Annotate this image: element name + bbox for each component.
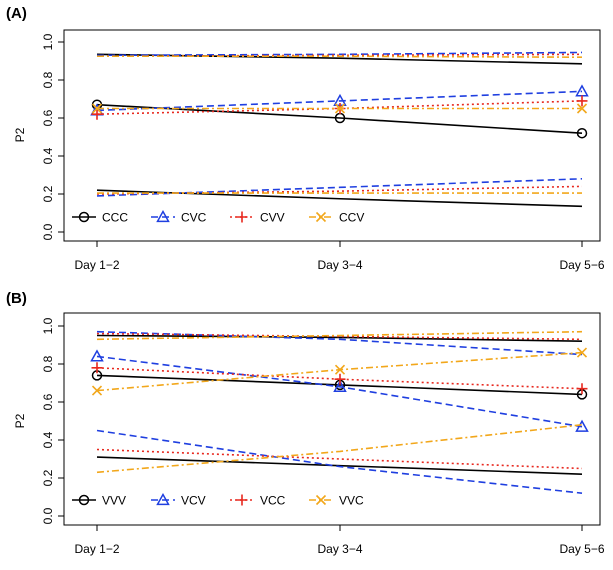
series-line-lower (96, 456, 583, 475)
data-point (575, 84, 589, 97)
series-line-values (96, 355, 583, 428)
series-vvv (91, 334, 588, 475)
data-point (90, 349, 104, 362)
series-vvc (91, 330, 588, 474)
legend-marker (78, 211, 90, 223)
y-tick-label: 0.0 (41, 507, 55, 524)
series-line-upper (96, 334, 583, 342)
legend-label: VVV (102, 494, 126, 508)
series-line-values (96, 100, 583, 115)
series-line-upper (96, 51, 583, 57)
legend-marker (156, 209, 170, 223)
legend-label: CCV (339, 211, 364, 225)
chart-panel-b: (B) 0.0 0.2 0.4 0.6 0.8 1.0 P2 Day 1−2 Day 3−4 Day… (6, 290, 605, 556)
series-line-lower (96, 424, 583, 474)
legend: VVV VCV VCC VVC (72, 492, 364, 508)
legend-label: CVV (260, 211, 285, 225)
series-line-upper (96, 332, 583, 341)
x-tick-label: Day 1−2 (74, 258, 119, 272)
series-vcc (91, 332, 588, 470)
y-tick-label: 0.4 (41, 147, 55, 164)
series-cvc (90, 51, 589, 197)
plot-frame (63, 29, 601, 242)
series-vcv (90, 330, 589, 494)
y-tick-label: 0.8 (41, 355, 55, 372)
legend-marker (315, 211, 327, 223)
series-ccc (91, 53, 588, 208)
data-point (334, 364, 346, 375)
legend-item: CVC (151, 209, 207, 225)
legend-item: VCV (151, 492, 206, 508)
data-point (334, 103, 346, 114)
panel-label: (A) (6, 5, 27, 22)
y-tick-label: 0.2 (41, 185, 55, 202)
series-line-values (96, 367, 583, 390)
data-point (576, 95, 588, 107)
legend-label: CCC (102, 211, 128, 225)
y-axis-label: P2 (13, 413, 27, 428)
legend-item: CVV (230, 211, 285, 225)
legend-label: CVC (181, 211, 207, 225)
y-tick-label: 0.6 (41, 109, 55, 126)
legend-item: VVV (72, 494, 126, 508)
legend-label: VCV (181, 494, 206, 508)
data-point (575, 419, 589, 432)
data-point (91, 103, 103, 114)
legend-item: VVC (309, 494, 364, 508)
x-tick-label: Day 5−6 (559, 258, 604, 272)
x-tick-label: Day 1−2 (74, 542, 119, 556)
legend-marker (236, 211, 248, 223)
series-line-values (96, 90, 583, 112)
data-point (91, 108, 103, 120)
series-cvv (91, 53, 588, 195)
panel-label: (B) (6, 290, 27, 307)
legend-marker (78, 494, 90, 506)
legend: CCC CVC CVV CCV (72, 209, 364, 225)
y-tick-label: 0.8 (41, 71, 55, 88)
x-tick-label: Day 3−4 (317, 542, 362, 556)
y-tick-label: 0.6 (41, 393, 55, 410)
y-tick-label: 1.0 (41, 317, 55, 334)
x-tick-label: Day 5−6 (559, 542, 604, 556)
data-point (333, 379, 347, 392)
legend-marker (156, 492, 170, 506)
legend-item: CCC (72, 211, 128, 225)
legend-marker (315, 494, 327, 506)
series-line-lower (96, 448, 583, 470)
series-line-upper (97, 55, 583, 58)
series-ccv (91, 55, 588, 194)
chart-panel-a: (A) 0.0 0.2 0.4 0.6 0.8 1.0 P2 Day 1−2 Day 3−4 Day… (6, 5, 605, 272)
legend-label: VVC (339, 494, 364, 508)
data-point (576, 103, 588, 114)
y-tick-label: 0.2 (41, 469, 55, 486)
x-tick-label: Day 3−4 (317, 258, 362, 272)
y-axis-label: P2 (13, 127, 27, 142)
legend-label: VCC (260, 494, 286, 508)
data-point (576, 127, 588, 139)
y-tick-label: 1.0 (41, 33, 55, 50)
data-point (576, 383, 588, 395)
series-line-values (96, 374, 583, 396)
data-point (334, 373, 346, 385)
series-line-lower (96, 429, 583, 494)
legend-marker (236, 494, 248, 506)
data-point (576, 347, 588, 358)
series-line-upper (96, 330, 583, 341)
legend-item: VCC (230, 494, 286, 508)
y-tick-label: 0.0 (41, 223, 55, 240)
data-point (91, 385, 103, 396)
y-tick-label: 0.4 (41, 431, 55, 448)
data-point (91, 362, 103, 374)
plot-frame (63, 312, 601, 526)
legend-item: CCV (309, 211, 364, 225)
